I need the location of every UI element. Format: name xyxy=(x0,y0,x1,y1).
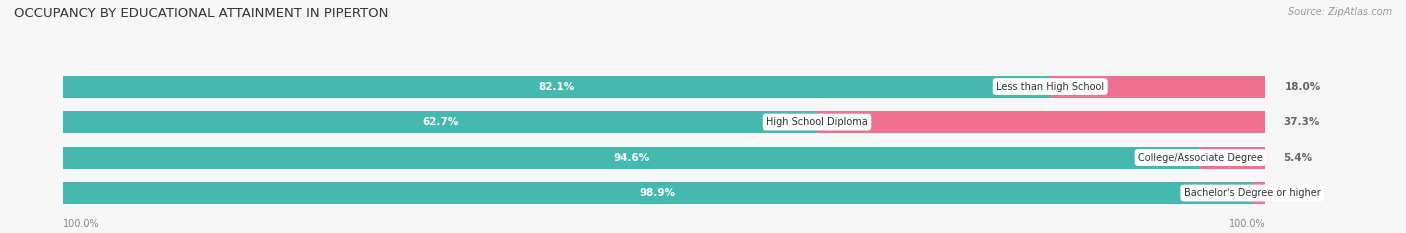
Text: 18.0%: 18.0% xyxy=(1285,82,1320,92)
Text: High School Diploma: High School Diploma xyxy=(766,117,868,127)
Text: 37.3%: 37.3% xyxy=(1284,117,1320,127)
Text: OCCUPANCY BY EDUCATIONAL ATTAINMENT IN PIPERTON: OCCUPANCY BY EDUCATIONAL ATTAINMENT IN P… xyxy=(14,7,388,20)
Bar xyxy=(1050,75,1267,98)
Text: 62.7%: 62.7% xyxy=(422,117,458,127)
Text: 100.0%: 100.0% xyxy=(1229,219,1265,229)
Bar xyxy=(63,75,1265,98)
Text: 5.4%: 5.4% xyxy=(1284,153,1313,163)
Bar xyxy=(1253,182,1265,204)
Bar xyxy=(63,182,1265,204)
Text: Bachelor's Degree or higher: Bachelor's Degree or higher xyxy=(1184,188,1320,198)
Text: 82.1%: 82.1% xyxy=(538,82,575,92)
Bar xyxy=(63,75,1050,98)
Bar xyxy=(817,111,1265,133)
Text: 98.9%: 98.9% xyxy=(640,188,676,198)
Bar xyxy=(1201,147,1265,168)
Bar xyxy=(63,111,817,133)
Text: 1.1%: 1.1% xyxy=(1284,188,1312,198)
Text: Source: ZipAtlas.com: Source: ZipAtlas.com xyxy=(1288,7,1392,17)
Text: College/Associate Degree: College/Associate Degree xyxy=(1137,153,1263,163)
Bar xyxy=(63,147,1265,168)
Bar xyxy=(63,182,1253,204)
Text: 94.6%: 94.6% xyxy=(614,153,650,163)
Text: Less than High School: Less than High School xyxy=(997,82,1104,92)
Bar xyxy=(63,111,1265,133)
Text: 100.0%: 100.0% xyxy=(63,219,100,229)
Bar xyxy=(63,147,1201,168)
